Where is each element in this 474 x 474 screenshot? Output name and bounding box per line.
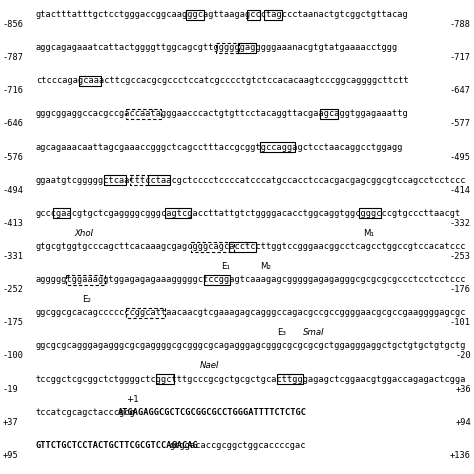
Bar <box>130 175 148 185</box>
Bar <box>277 374 303 384</box>
Text: -332: -332 <box>450 219 471 228</box>
Text: -716: -716 <box>3 86 24 95</box>
Bar <box>264 9 282 19</box>
Bar <box>246 9 260 19</box>
Bar <box>359 209 381 219</box>
Text: -413: -413 <box>3 219 24 228</box>
Text: agggggtggaaaggtggagagagaaagggggctccggagtcaaagagcgggggagagagggcgcgcgcgccctcctcctc: agggggtggaaaggtggagagagaaagggggctccggagt… <box>36 275 466 284</box>
Bar <box>53 209 71 219</box>
Text: gtactttatttgctcctgggaccggcaagggcagttaagagccctagccctaanactgtcggctgttacag: gtactttatttgctcctgggaccggcaagggcagttaaga… <box>36 10 409 19</box>
Text: E₃: E₃ <box>277 328 286 337</box>
Text: ATGAGAGGCGCTCGCGGCGCCTGGGATTTTCTCTGC: ATGAGAGGCGCTCGCGGCGCCTGGGATTTTCTCTGC <box>118 408 307 417</box>
Bar <box>104 175 127 185</box>
Text: ggcgcgcagggagagggcgcgaggggcgcgggcgcagagggagcgggcgcgcgcgctggagggaggctgctgtgctgtgc: ggcgcgcagggagagggcgcgaggggcgcgggcgcagagg… <box>36 341 466 350</box>
Text: -646: -646 <box>3 119 24 128</box>
Text: gtgcgtggtgcccagcttcacaaagcgagcgggcagcacctccttggtccgggaacggcctcagcctggccgtccacatc: gtgcgtggtgcccagcttcacaaagcgagcgggcagcacc… <box>36 242 466 251</box>
Text: gggcggaggccacgccgaccaatagggaacccactgtgttcctacaggttacgaagcaggtggagaaattg: gggcggaggccacgccgaccaatagggaacccactgtgtt… <box>36 109 409 118</box>
Text: GTTCTGCTCCTACTGCTTCGCGTCCAGACAG: GTTCTGCTCCTACTGCTTCGCGTCCAGACAG <box>36 441 199 450</box>
Text: -495: -495 <box>450 153 471 162</box>
Text: -788: -788 <box>450 20 471 29</box>
Text: +37: +37 <box>3 418 19 427</box>
Bar <box>191 241 234 252</box>
Text: -253: -253 <box>450 252 471 261</box>
Text: -577: -577 <box>450 119 471 128</box>
Text: -856: -856 <box>3 20 24 29</box>
Bar <box>203 274 230 285</box>
Bar <box>320 109 337 119</box>
Text: +94: +94 <box>455 418 471 427</box>
Text: tccggctcgcggctctggggctcggctttgcccgcgctgcgctgcacttgggagagctcggaacgtggaccagagactcg: tccggctcgcggctctggggctcggctttgcccgcgctgc… <box>36 374 466 383</box>
Text: +1: +1 <box>127 394 139 403</box>
Text: M₂: M₂ <box>260 262 271 271</box>
Bar <box>126 308 165 318</box>
Text: NaeI: NaeI <box>200 362 219 370</box>
Bar <box>186 9 204 19</box>
Text: +95: +95 <box>3 451 19 460</box>
Text: E₂: E₂ <box>82 295 91 304</box>
Text: +36: +36 <box>455 384 471 393</box>
Text: -494: -494 <box>3 186 24 195</box>
Text: +136: +136 <box>450 451 471 460</box>
Text: ggaatgtcgggggctcaatttcctaacgctcccctccccatcccatgccacctccacgacgagcggcgtccagcctcctc: ggaatgtcgggggctcaatttcctaacgctcccctcccca… <box>36 176 466 185</box>
Bar <box>126 109 161 119</box>
Bar <box>66 274 105 285</box>
Bar <box>238 43 256 53</box>
Text: -414: -414 <box>450 186 471 195</box>
Text: -100: -100 <box>3 351 24 360</box>
Text: gtggacaccgcggctggcaccccgac: gtggacaccgcggctggcaccccgac <box>170 441 306 450</box>
Text: -576: -576 <box>3 153 24 162</box>
Text: -20: -20 <box>455 351 471 360</box>
Text: ggcggcgcacagcccccccggcattaacaacgtcgaaagagcagggccagacgccgccggggaacgcgccgaaggggagc: ggcggcgcacagcccccccggcattaacaacgtcgaaaga… <box>36 308 466 317</box>
Bar <box>156 374 174 384</box>
Text: tccatcgcagctacccgcg: tccatcgcagctacccgcg <box>36 408 136 417</box>
Bar <box>260 142 294 152</box>
Text: -717: -717 <box>450 53 471 62</box>
Text: -331: -331 <box>3 252 24 261</box>
Text: M₁: M₁ <box>364 229 374 238</box>
Bar <box>79 76 100 86</box>
Text: gcccgaacgtgctcgaggggcgggcagtcgaccttattgtctggggacacctggcaggtggcgggcccgtgcccttaacg: gcccgaacgtgctcgaggggcgggcagtcgaccttattgt… <box>36 209 461 218</box>
Text: -647: -647 <box>450 86 471 95</box>
Bar <box>147 175 170 185</box>
Text: aggcagagaaatcattactggggttggcagcgttggggggagggggaaanacgtgtatgaaaacctggg: aggcagagaaatcattactggggttggcagcgttgggggg… <box>36 43 398 52</box>
Text: SmaI: SmaI <box>303 328 325 337</box>
Text: E₁: E₁ <box>221 262 230 271</box>
Text: -19: -19 <box>3 384 19 393</box>
Bar <box>229 241 256 252</box>
Text: -176: -176 <box>450 285 471 294</box>
Text: -101: -101 <box>450 318 471 327</box>
Text: ctcccagagcaaacttcgccacgcgccctccatcgcccctgtctccacacaagtcccggcaggggcttctt: ctcccagagcaaacttcgccacgcgccctccatcgcccct… <box>36 76 409 85</box>
Bar <box>165 209 191 219</box>
Text: agcagaaacaattagcgaaaccgggctcagcctttaccgcggtgccaggagctcctaacaggcctggagg: agcagaaacaattagcgaaaccgggctcagcctttaccgc… <box>36 143 403 152</box>
Text: -175: -175 <box>3 318 24 327</box>
Text: -787: -787 <box>3 53 24 62</box>
Text: -252: -252 <box>3 285 24 294</box>
Bar <box>217 43 238 53</box>
Text: XhoI: XhoI <box>75 229 94 238</box>
